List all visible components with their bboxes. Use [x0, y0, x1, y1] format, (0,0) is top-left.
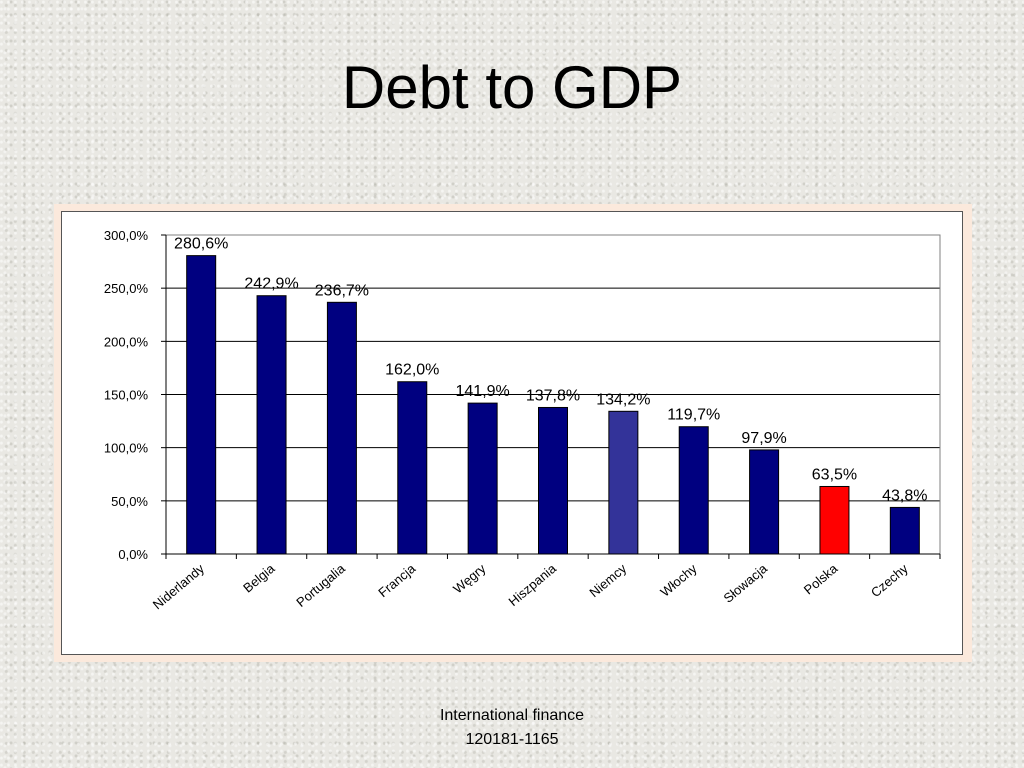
bar-1 — [256, 295, 287, 555]
x-tick-label: Czechy — [868, 560, 911, 600]
slide-title: Debt to GDP — [341, 54, 683, 121]
y-tick-label: 0,0% — [118, 547, 148, 562]
x-tick-label: Polska — [801, 560, 841, 597]
x-tick-label: Słowacja — [721, 560, 771, 605]
x-tick-label: Portugalia — [293, 560, 348, 610]
y-tick-label: 150,0% — [104, 388, 149, 403]
y-axis-ticks: 0,0% 50,0% 100,0% 150,0% 200,0% 250,0% 300,0% — [104, 228, 166, 562]
bar-0 — [186, 255, 217, 555]
data-label: 236,7% — [315, 282, 369, 299]
footer-course: International finance — [439, 707, 585, 724]
bar-6 — [608, 410, 639, 555]
y-tick-label: 300,0% — [104, 228, 149, 243]
data-label: 63,5% — [812, 466, 857, 483]
x-tick-label: Francja — [375, 560, 418, 600]
bar-2 — [326, 301, 357, 555]
x-tick-label: Włochy — [657, 560, 700, 599]
data-labels: 280,6% 242,9% 236,7% 162,0% 141,9% 137,8% 134,… — [174, 236, 927, 505]
data-label: 119,7% — [667, 407, 720, 424]
x-tick-label: Niemcy — [586, 560, 629, 600]
bar-7 — [678, 426, 709, 555]
bar-5 — [538, 406, 568, 555]
data-label: 280,6% — [174, 236, 228, 253]
y-tick-label: 250,0% — [104, 281, 149, 296]
bars — [186, 255, 920, 555]
data-label: 43,8% — [882, 487, 927, 504]
y-tick-label: 100,0% — [104, 441, 149, 456]
x-axis-ticks: Niderlandy Belgia Portugalia Francja Węgry Hi… — [150, 554, 941, 612]
x-tick-label: Hiszpania — [506, 560, 560, 609]
bar-4 — [467, 402, 498, 555]
bar-3 — [397, 381, 428, 555]
x-tick-label: Niderlandy — [150, 560, 208, 612]
bar-8 — [749, 449, 780, 555]
data-label: 97,9% — [741, 430, 786, 447]
data-label: 162,0% — [385, 362, 439, 379]
y-tick-label: 200,0% — [104, 334, 149, 349]
data-label: 137,8% — [526, 387, 580, 404]
data-label: 242,9% — [244, 276, 298, 293]
data-label: 141,9% — [456, 383, 510, 400]
y-tick-label: 50,0% — [111, 494, 148, 509]
data-label: 134,2% — [596, 391, 650, 408]
bar-9 — [819, 485, 850, 555]
x-tick-label: Belgia — [240, 560, 278, 595]
bar-10 — [889, 506, 920, 555]
footer-code: 120181-1165 — [465, 731, 559, 748]
x-tick-label: Węgry — [450, 560, 489, 596]
